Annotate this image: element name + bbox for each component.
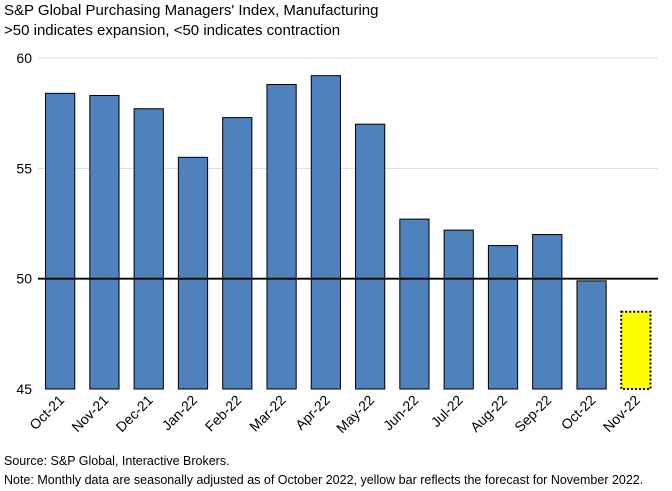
bar-May-22 xyxy=(355,123,386,390)
y-tick-label-45: 45 xyxy=(16,381,32,397)
chart-title: S&P Global Purchasing Managers' Index, M… xyxy=(4,2,379,19)
source-note: Source: S&P Global, Interactive Brokers. xyxy=(4,454,230,468)
chart-title-block: S&P Global Purchasing Managers' Index, M… xyxy=(4,1,378,41)
y-tick-label-60: 60 xyxy=(16,50,32,66)
x-tick-label-Nov-22: Nov-22 xyxy=(600,392,643,435)
x-tick-label-Apr-22: Apr-22 xyxy=(292,392,333,433)
chart-subtitle: >50 indicates expansion, <50 indicates c… xyxy=(4,22,341,39)
bar-Jan-22 xyxy=(177,156,209,390)
bar-Nov-21 xyxy=(89,95,120,390)
x-tick-label-Oct-21: Oct-21 xyxy=(26,392,67,433)
bar-forecast-Nov-22 xyxy=(620,310,652,390)
bar-Jul-22 xyxy=(443,229,474,390)
bar-Dec-21 xyxy=(133,108,164,390)
bar-Oct-21 xyxy=(45,92,76,390)
x-tick-label-Aug-22: Aug-22 xyxy=(467,392,510,435)
bar-Feb-22 xyxy=(222,117,253,390)
gridlines xyxy=(38,57,658,169)
chart-footer: Source: S&P Global, Interactive Brokers.… xyxy=(4,452,643,490)
y-tick-label-55: 55 xyxy=(16,160,32,176)
bar-Mar-22 xyxy=(266,83,297,390)
x-tick-label-Jun-22: Jun-22 xyxy=(380,392,422,434)
y-tick-label-50: 50 xyxy=(16,271,32,287)
bar-Oct-22 xyxy=(576,280,607,390)
bar-Apr-22 xyxy=(310,75,341,390)
bar-Aug-22 xyxy=(487,245,519,390)
bars xyxy=(45,75,652,390)
x-tick-labels: Oct-21 Nov-21 Dec-21 Jan-22 Feb-22 Mar-22 Apr-… xyxy=(26,392,643,436)
bar-Jun-22 xyxy=(399,218,430,390)
x-tick-label-Nov-21: Nov-21 xyxy=(68,392,111,435)
x-tick-label-Feb-22: Feb-22 xyxy=(202,392,245,435)
x-tick-label-Mar-22: Mar-22 xyxy=(246,392,289,435)
x-tick-label-Jan-22: Jan-22 xyxy=(159,392,201,434)
x-tick-label-Jul-22: Jul-22 xyxy=(428,392,466,430)
x-tick-label-Oct-22: Oct-22 xyxy=(558,392,599,433)
x-tick-label-May-22: May-22 xyxy=(333,392,377,436)
x-tick-label-Dec-21: Dec-21 xyxy=(113,392,156,435)
x-tick-label-Sep-22: Sep-22 xyxy=(511,392,554,435)
bar-Sep-22 xyxy=(532,234,563,390)
y-tick-labels: 45 50 55 60 xyxy=(16,50,32,397)
data-note: Note: Monthly data are seasonally adjust… xyxy=(4,473,644,487)
